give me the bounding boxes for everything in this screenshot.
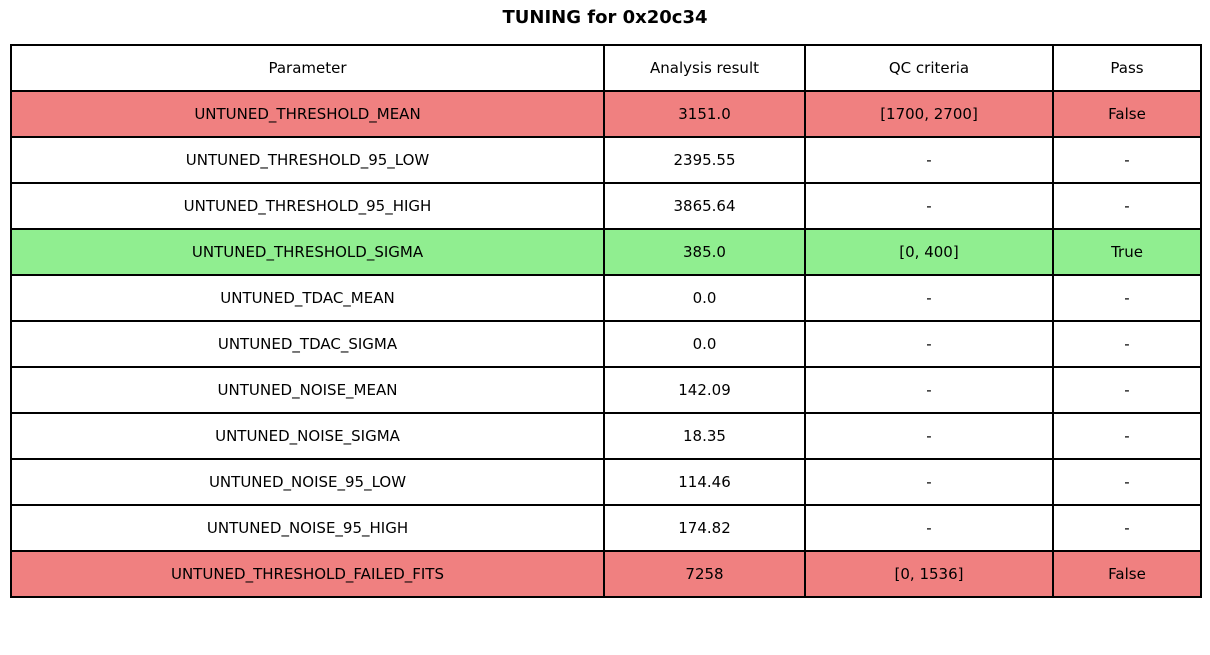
cell-parameter: UNTUNED_THRESHOLD_95_HIGH: [10, 182, 605, 230]
qc-table: Parameter Analysis result QC criteria Pa…: [10, 44, 1202, 598]
cell-result: 385.0: [603, 228, 806, 276]
cell-pass: -: [1052, 320, 1202, 368]
table-row: UNTUNED_NOISE_95_HIGH 174.82- -: [10, 504, 1202, 552]
cell-parameter: UNTUNED_NOISE_95_HIGH: [10, 504, 605, 552]
table-row: UNTUNED_NOISE_SIGMA 18.35- -: [10, 412, 1202, 460]
cell-parameter: UNTUNED_TDAC_MEAN: [10, 274, 605, 322]
cell-result: 7258: [603, 550, 806, 598]
table-row: UNTUNED_TDAC_MEAN 0.0- -: [10, 274, 1202, 322]
cell-qc: -: [804, 458, 1054, 506]
cell-pass: -: [1052, 366, 1202, 414]
cell-pass: -: [1052, 274, 1202, 322]
cell-result: 3865.64: [603, 182, 806, 230]
cell-qc: [0, 400]: [804, 228, 1054, 276]
cell-pass: False: [1052, 90, 1202, 138]
table-header: Parameter Analysis result QC criteria Pa…: [10, 44, 1202, 92]
table-row: UNTUNED_THRESHOLD_95_HIGH 3865.64- -: [10, 182, 1202, 230]
cell-qc: [1700, 2700]: [804, 90, 1054, 138]
header-row: Parameter Analysis result QC criteria Pa…: [10, 44, 1202, 92]
cell-qc: [0, 1536]: [804, 550, 1054, 598]
cell-parameter: UNTUNED_THRESHOLD_MEAN: [10, 90, 605, 138]
table-row: UNTUNED_NOISE_MEAN 142.09- -: [10, 366, 1202, 414]
cell-parameter: UNTUNED_NOISE_95_LOW: [10, 458, 605, 506]
cell-parameter: UNTUNED_THRESHOLD_FAILED_FITS: [10, 550, 605, 598]
cell-qc: -: [804, 274, 1054, 322]
cell-qc: -: [804, 182, 1054, 230]
cell-pass: -: [1052, 504, 1202, 552]
cell-result: 0.0: [603, 274, 806, 322]
cell-pass: False: [1052, 550, 1202, 598]
figure-title: TUNING for 0x20c34: [502, 7, 708, 28]
table-row: UNTUNED_NOISE_95_LOW 114.46- -: [10, 458, 1202, 506]
table-body: UNTUNED_THRESHOLD_MEAN 3151.0 [1700, 2700]…: [10, 90, 1202, 598]
table-row: UNTUNED_TDAC_SIGMA 0.0- -: [10, 320, 1202, 368]
cell-qc: -: [804, 504, 1054, 552]
cell-qc: -: [804, 136, 1054, 184]
header-qc-criteria: QC criteria: [804, 44, 1054, 92]
cell-pass: -: [1052, 412, 1202, 460]
cell-result: 142.09: [603, 366, 806, 414]
cell-parameter: UNTUNED_NOISE_MEAN: [10, 366, 605, 414]
table-row: UNTUNED_THRESHOLD_FAILED_FITS 7258 [0, 153…: [10, 550, 1202, 598]
cell-pass: True: [1052, 228, 1202, 276]
cell-qc: -: [804, 412, 1054, 460]
cell-pass: -: [1052, 458, 1202, 506]
cell-pass: -: [1052, 182, 1202, 230]
header-parameter: Parameter: [10, 44, 605, 92]
header-pass: Pass: [1052, 44, 1202, 92]
cell-result: 114.46: [603, 458, 806, 506]
table-row: UNTUNED_THRESHOLD_95_LOW 2395.55- -: [10, 136, 1202, 184]
table-row: UNTUNED_THRESHOLD_SIGMA 385.0 [0, 400] True: [10, 228, 1202, 276]
cell-result: 18.35: [603, 412, 806, 460]
header-analysis-result: Analysis result: [603, 44, 806, 92]
table-row: UNTUNED_THRESHOLD_MEAN 3151.0 [1700, 2700]…: [10, 90, 1202, 138]
cell-qc: -: [804, 366, 1054, 414]
cell-parameter: UNTUNED_NOISE_SIGMA: [10, 412, 605, 460]
cell-parameter: UNTUNED_TDAC_SIGMA: [10, 320, 605, 368]
cell-parameter: UNTUNED_THRESHOLD_SIGMA: [10, 228, 605, 276]
cell-pass: -: [1052, 136, 1202, 184]
cell-result: 174.82: [603, 504, 806, 552]
cell-result: 2395.55: [603, 136, 806, 184]
cell-result: 3151.0: [603, 90, 806, 138]
cell-qc: -: [804, 320, 1054, 368]
cell-parameter: UNTUNED_THRESHOLD_95_LOW: [10, 136, 605, 184]
cell-result: 0.0: [603, 320, 806, 368]
